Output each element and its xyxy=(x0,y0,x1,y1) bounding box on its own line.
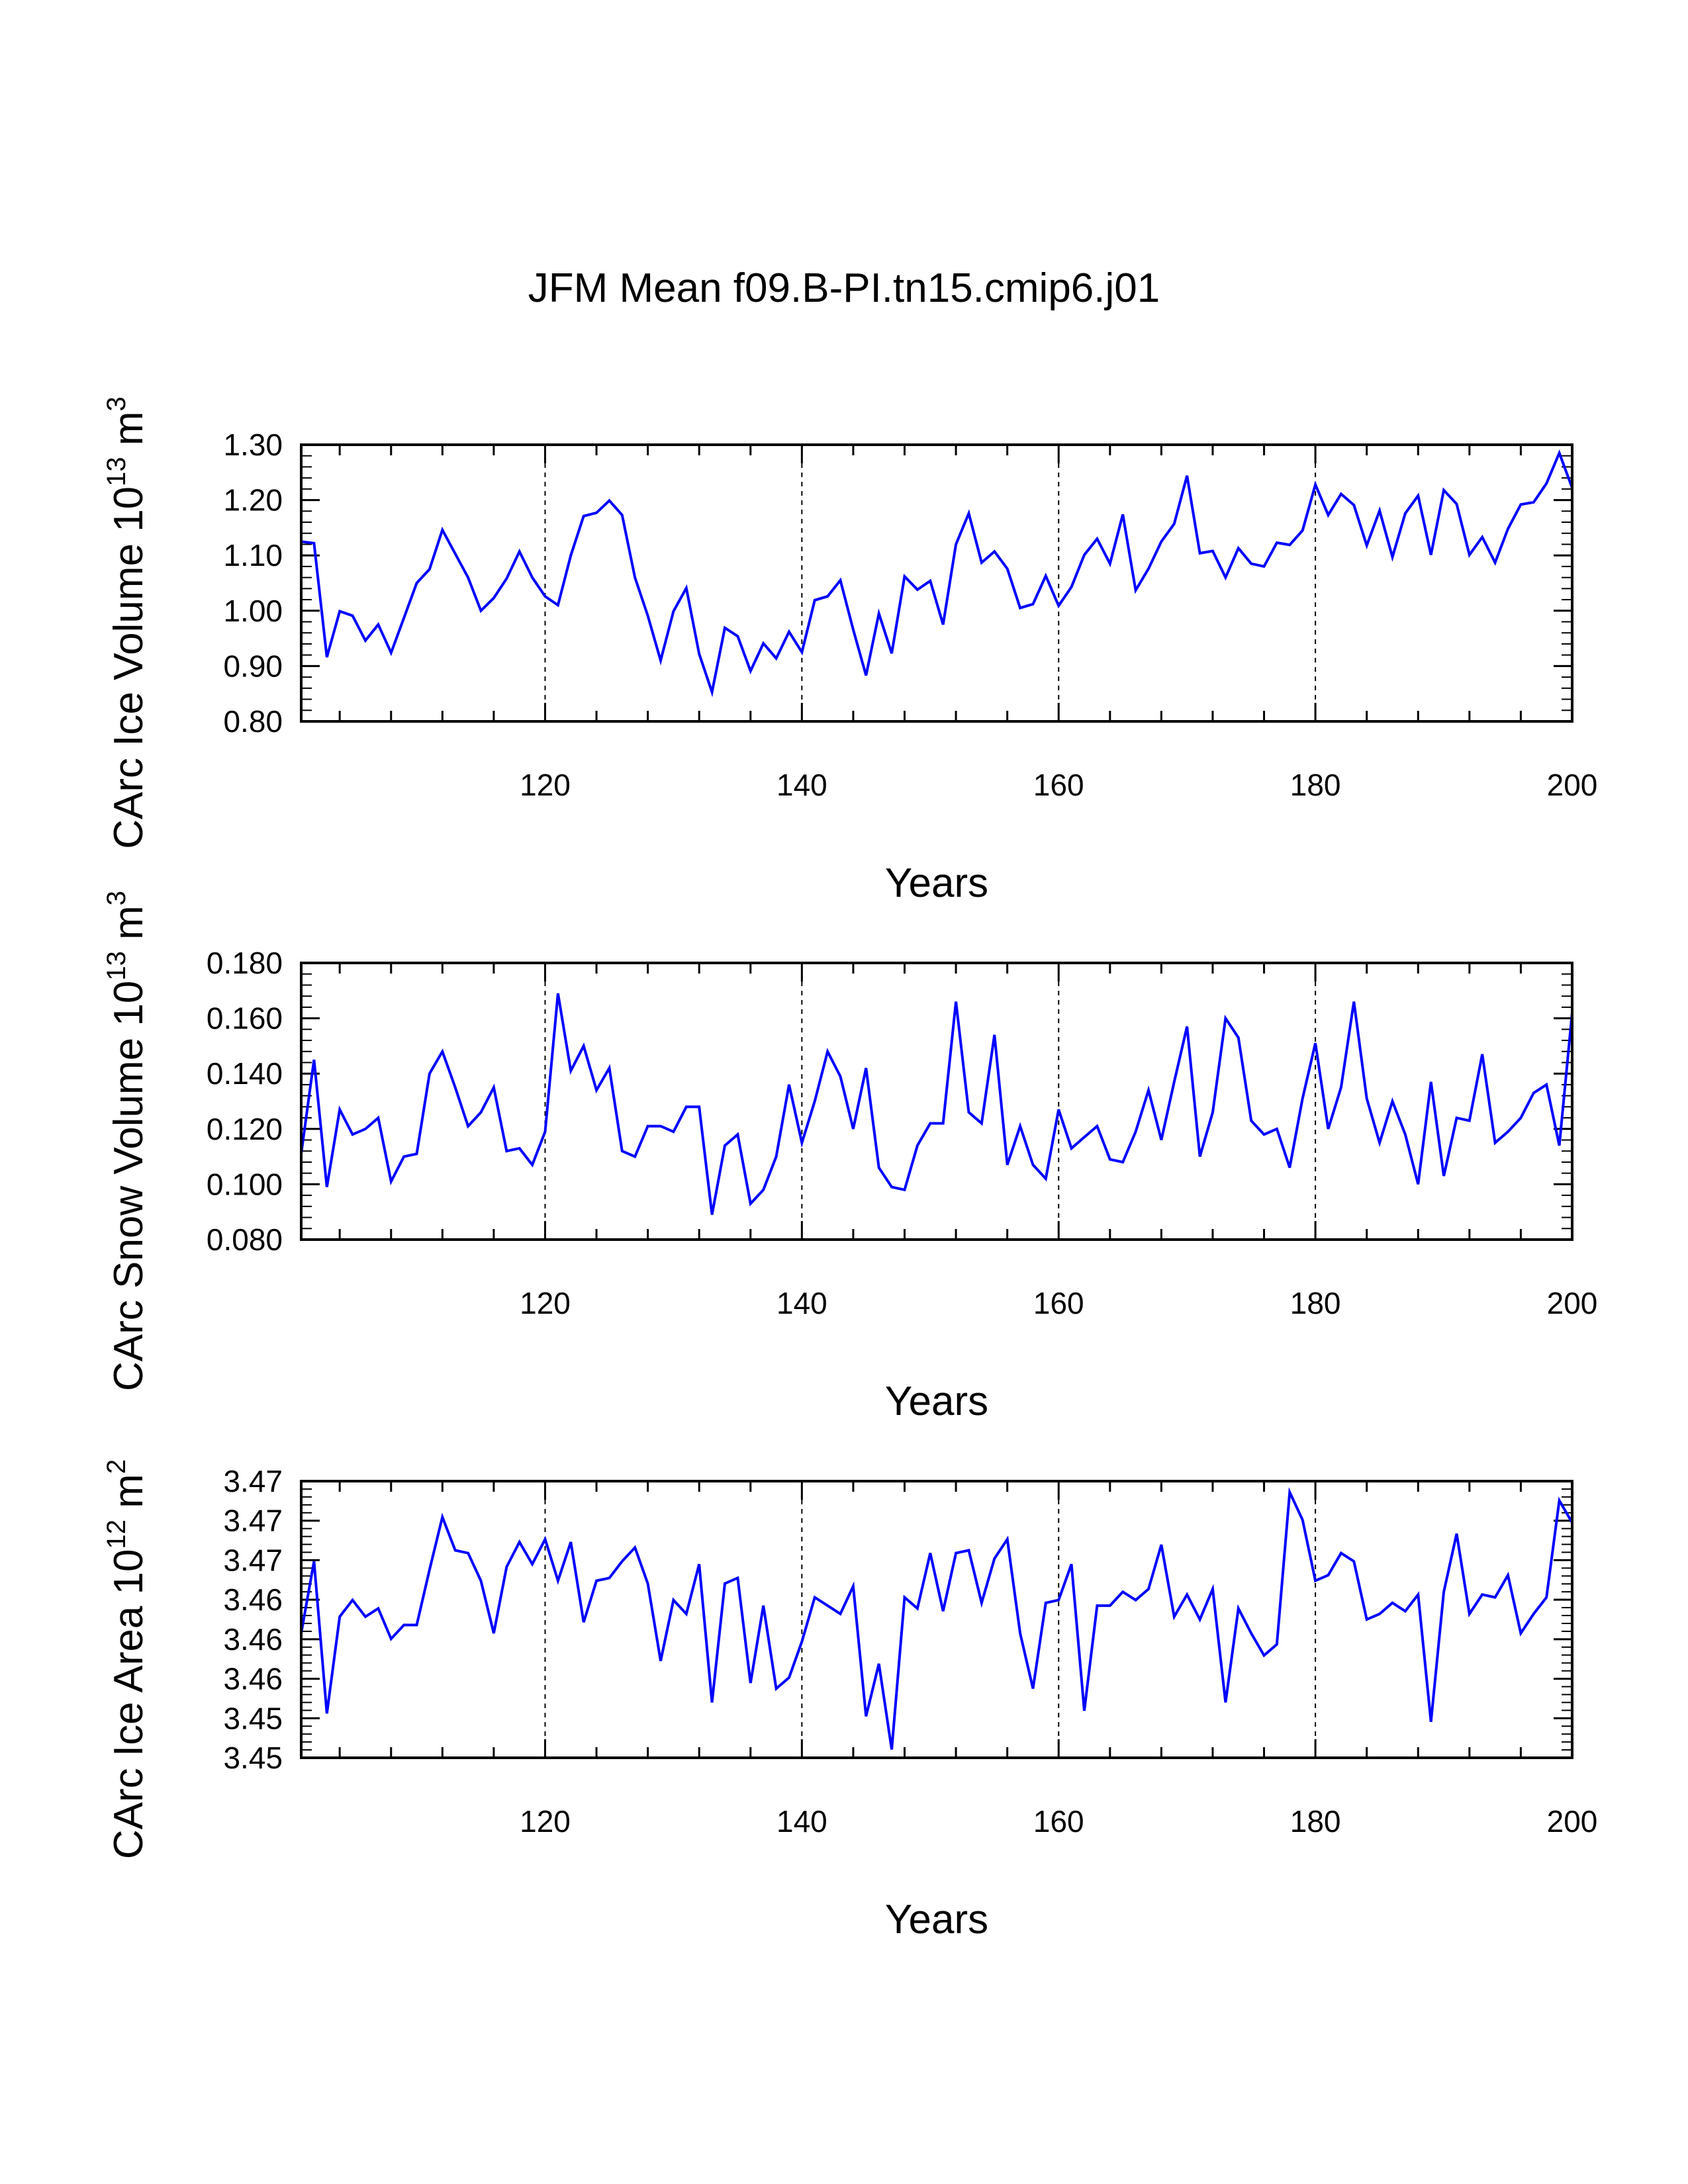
x-tick-label: 200 xyxy=(1547,768,1598,802)
x-axis-label: Years xyxy=(885,860,988,906)
y-tick-label: 0.160 xyxy=(207,1001,283,1036)
x-tick-label: 180 xyxy=(1290,768,1341,802)
series-line xyxy=(301,449,1573,698)
y-tick-label: 0.90 xyxy=(223,649,283,683)
y-axis-label: CArc Ice Area 1012 m2 xyxy=(102,1459,152,1859)
series-line xyxy=(300,1487,1573,1750)
y-tick-label: 1.10 xyxy=(223,538,283,572)
y-tick-label: 3.45 xyxy=(223,1741,283,1775)
y-axis-label: CArc Ice Volume 1013 m3 xyxy=(102,396,152,849)
y-tick-label: 3.47 xyxy=(223,1543,283,1577)
x-tick-label: 180 xyxy=(1290,1286,1341,1320)
x-tick-label: 200 xyxy=(1547,1804,1598,1839)
x-tick-label: 160 xyxy=(1033,768,1084,802)
series-line xyxy=(300,993,1573,1215)
y-tick-label: 1.20 xyxy=(223,483,283,518)
x-tick-label: 140 xyxy=(776,768,827,802)
figure-title: JFM Mean f09.B-PI.tn15.cmip6.j01 xyxy=(528,265,1160,311)
y-tick-label: 0.100 xyxy=(207,1167,283,1201)
x-tick-label: 120 xyxy=(520,1286,571,1320)
y-tick-label: 3.47 xyxy=(223,1464,283,1498)
x-axis-label: Years xyxy=(885,1379,988,1424)
x-tick-label: 160 xyxy=(1033,1804,1084,1839)
x-tick-label: 200 xyxy=(1547,1286,1598,1320)
y-tick-label: 0.80 xyxy=(223,704,283,739)
y-axis-label: CArc Snow Volume 1013 m3 xyxy=(102,891,152,1391)
chart-panel-1: 0.80 0.90 1.00 1.10 1.20 1.30 120 140 160 180 200 Y… xyxy=(102,396,1597,906)
x-tick-label: 180 xyxy=(1290,1804,1341,1839)
y-tick-label: 3.46 xyxy=(223,1622,283,1657)
y-tick-label: 0.080 xyxy=(207,1222,283,1257)
y-tick-label: 3.45 xyxy=(223,1701,283,1735)
x-tick-label: 140 xyxy=(776,1804,827,1839)
y-tick-label: 0.120 xyxy=(207,1112,283,1146)
plot-frame xyxy=(300,962,1573,1241)
y-tick-label: 1.30 xyxy=(223,428,283,462)
x-tick-label: 120 xyxy=(520,768,571,802)
plot-frame xyxy=(300,1480,1573,1759)
x-tick-label: 160 xyxy=(1033,1286,1084,1320)
x-axis-label: Years xyxy=(885,1897,988,1942)
y-tick-label: 0.180 xyxy=(207,946,283,980)
x-tick-label: 140 xyxy=(776,1286,827,1320)
y-tick-label: 1.00 xyxy=(223,594,283,628)
chart-panel-3: 3.45 3.45 3.46 3.46 3.46 3.47 3.47 3.47 120 140 16… xyxy=(102,1459,1597,1942)
y-tick-label: 0.140 xyxy=(207,1056,283,1091)
y-tick-label: 3.46 xyxy=(223,1662,283,1696)
x-tick-label: 120 xyxy=(520,1804,571,1839)
plot-frame xyxy=(300,443,1573,723)
y-tick-label: 3.46 xyxy=(223,1582,283,1617)
y-tick-label: 3.47 xyxy=(223,1504,283,1538)
chart-panel-2: 0.080 0.100 0.120 0.140 0.160 0.180 120 140 160 1… xyxy=(102,891,1597,1424)
